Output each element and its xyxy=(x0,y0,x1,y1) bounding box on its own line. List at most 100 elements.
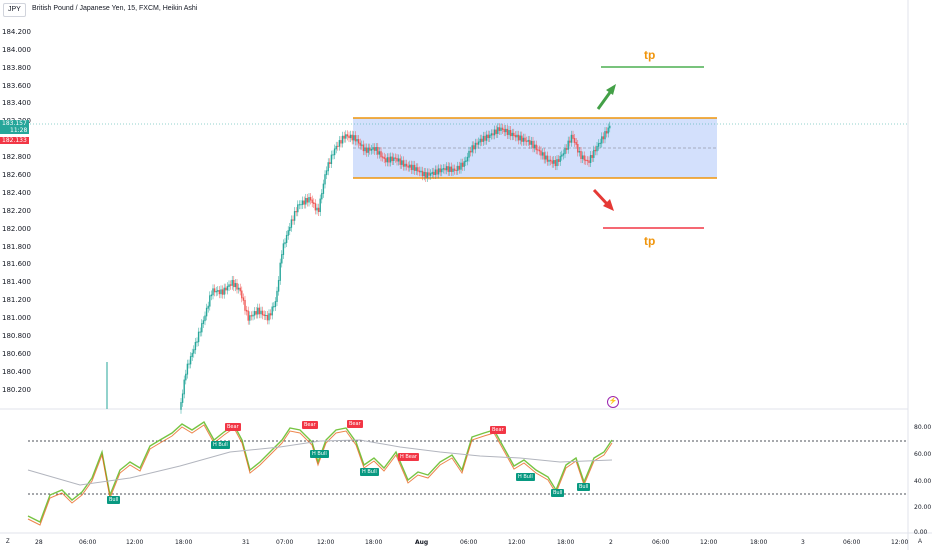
candle-body xyxy=(505,128,507,133)
candle-body xyxy=(434,169,437,175)
low-price-badge: 182.133 xyxy=(0,137,29,144)
candle-body xyxy=(220,289,222,295)
candle-body xyxy=(191,352,193,357)
candle-body xyxy=(578,151,581,153)
candle-body xyxy=(567,140,569,150)
candle-body xyxy=(463,161,465,167)
candle-body xyxy=(325,170,328,176)
candle-body xyxy=(570,134,573,143)
candle-body xyxy=(271,306,273,316)
candle-body xyxy=(209,295,211,307)
candle-body xyxy=(388,157,390,163)
time-tick: 3 xyxy=(801,539,805,546)
candle-body xyxy=(297,204,299,213)
time-tick: Aug xyxy=(415,539,429,546)
candle-body xyxy=(564,148,566,155)
candle-body xyxy=(529,139,531,145)
candle-body xyxy=(540,150,542,156)
candle-body xyxy=(545,155,547,160)
candle-body xyxy=(341,135,344,144)
price-tick: 181.000 xyxy=(2,314,31,322)
time-tick: 12:00 xyxy=(126,539,144,546)
candle-body xyxy=(378,151,381,155)
candle-body xyxy=(354,135,357,142)
candle-body xyxy=(226,286,229,291)
candle-body xyxy=(449,166,451,172)
candle-body xyxy=(260,310,262,315)
candle-body xyxy=(458,165,461,170)
time-tick: 18:00 xyxy=(365,539,383,546)
candle-body xyxy=(572,134,574,139)
candle-body xyxy=(265,314,267,317)
candle-body xyxy=(205,307,208,317)
candle-body xyxy=(594,149,597,152)
price-tick: 180.600 xyxy=(2,350,31,358)
tp-upper-label: tp xyxy=(644,48,656,62)
candle-body xyxy=(186,363,189,375)
candle-body xyxy=(202,320,205,324)
candle-body xyxy=(551,160,553,164)
signal-tag: Bull xyxy=(551,489,565,497)
candle-body xyxy=(402,160,405,167)
time-tick: 07:00 xyxy=(276,539,294,546)
time-tick: 2 xyxy=(609,539,613,546)
candle-body xyxy=(197,331,200,343)
candle-body xyxy=(244,299,246,311)
down-arrow-icon[interactable] xyxy=(592,188,614,211)
candle-body xyxy=(231,279,233,286)
candle-body xyxy=(415,167,417,171)
candle-body xyxy=(335,145,337,150)
candle-body xyxy=(511,132,513,137)
candle-body xyxy=(581,155,584,160)
symbol-search-button[interactable]: JPY xyxy=(3,3,26,17)
candle-body xyxy=(439,168,441,173)
candle-body xyxy=(333,148,336,156)
price-tick: 180.400 xyxy=(2,368,31,376)
candle-body xyxy=(201,323,203,333)
candle-body xyxy=(332,154,334,156)
oscillator-lines xyxy=(27,420,613,526)
osc-tick: 80.00 xyxy=(914,424,932,431)
candle-body xyxy=(485,134,488,141)
candle-body xyxy=(188,363,190,365)
candle-body xyxy=(609,125,611,129)
candle-body xyxy=(452,168,454,172)
candle-body xyxy=(596,145,598,152)
candle-body xyxy=(277,280,280,292)
auto-scale-button[interactable]: A xyxy=(918,539,923,545)
candle-body xyxy=(308,197,310,203)
candle-body xyxy=(317,207,320,213)
candle-body xyxy=(559,155,561,162)
candle-body xyxy=(369,147,371,151)
time-tick: 06:00 xyxy=(843,539,861,546)
price-tick: 181.200 xyxy=(2,296,31,304)
candle-body xyxy=(247,310,249,321)
candle-body xyxy=(268,313,270,321)
candle-body xyxy=(433,171,435,175)
candle-body xyxy=(521,135,523,142)
zoom-button[interactable]: Z xyxy=(6,539,10,545)
candle-body xyxy=(460,162,462,170)
candle-body xyxy=(493,129,496,136)
candle-body xyxy=(549,159,552,162)
lightning-icon[interactable]: ⚡ xyxy=(607,396,619,408)
candle-body xyxy=(249,315,251,321)
candle-body xyxy=(569,140,571,143)
candle-body xyxy=(607,127,609,134)
up-arrow-icon[interactable] xyxy=(596,84,616,110)
candle-body xyxy=(481,138,483,142)
candle-body xyxy=(455,169,457,171)
candle-body xyxy=(501,127,504,130)
candle-body xyxy=(258,307,261,315)
candle-body xyxy=(261,310,264,316)
candle-body xyxy=(514,135,517,138)
candle-body xyxy=(266,314,269,321)
candle-body xyxy=(193,349,195,354)
candle-body xyxy=(404,163,406,167)
candle-body xyxy=(573,138,576,143)
candle-body xyxy=(530,140,533,145)
candle-body xyxy=(553,160,555,164)
candle-body xyxy=(469,150,472,153)
candle-body xyxy=(465,160,467,163)
